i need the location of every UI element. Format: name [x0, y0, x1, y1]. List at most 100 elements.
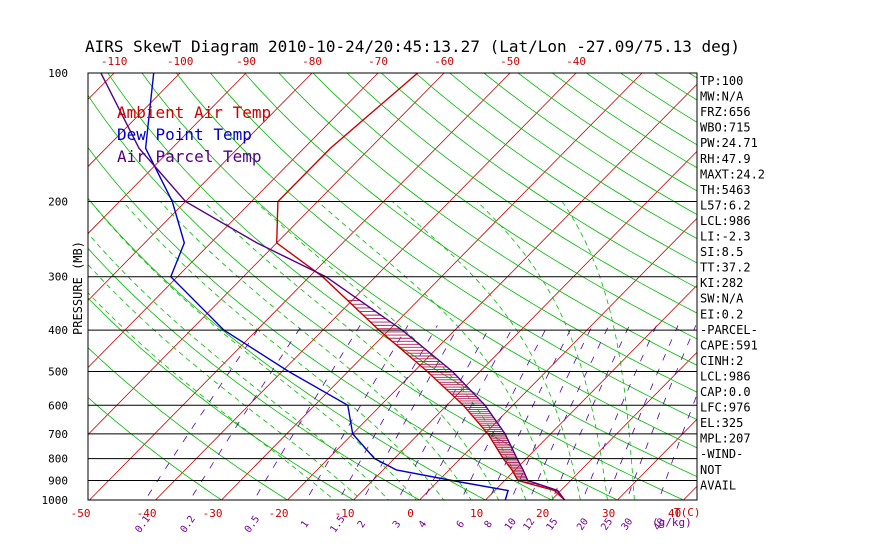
pressure-tick-label: 600: [48, 399, 68, 412]
isotherm-line: [353, 150, 697, 500]
index-label: MAXT:24.2: [700, 167, 765, 181]
series-ambient-air-temp: [275, 73, 566, 500]
index-label: LI:-2.3: [700, 230, 751, 244]
dry-adiabat-line: [312, 73, 697, 340]
moist-adiabat-line: [203, 201, 500, 500]
pressure-tick-label: 900: [48, 474, 68, 487]
dry-adiabat-line: [88, 247, 421, 500]
mixing-ratio-tick-label: 0.2: [179, 514, 198, 535]
top-temp-tick-label: -110: [101, 55, 128, 68]
dry-adiabat-line: [483, 73, 697, 216]
dry-adiabat-line: [175, 73, 697, 449]
bottom-temp-tick-label: 40: [668, 507, 681, 520]
dry-adiabat-line: [278, 73, 697, 366]
moist-adiabat-line: [561, 201, 635, 500]
dry-adiabat-line: [210, 73, 697, 421]
mixing-ratio-line: [189, 325, 303, 500]
pressure-tick-label: 200: [48, 196, 68, 209]
index-label: CINH:2: [700, 354, 743, 368]
bottom-temp-tick-label: 10: [470, 507, 483, 520]
x-axis-mix-label: (g/kg): [652, 516, 692, 529]
index-label: SI:8.5: [700, 245, 743, 259]
isotherm-line: [221, 73, 643, 500]
index-label: PW:24.71: [700, 136, 758, 150]
dry-adiabat-line: [141, 73, 697, 478]
isotherm-line: [88, 73, 313, 302]
isotherm-line: [0, 73, 48, 500]
chart-title: AIRS SkewT Diagram 2010-10-24/20:45:13.2…: [85, 37, 740, 56]
x-axis-temp-label: T(C): [674, 506, 701, 519]
legend-entry: Dew Point Temp: [117, 125, 252, 144]
index-label: LFC:976: [700, 401, 751, 415]
mixing-ratio-tick-label: 1: [299, 519, 311, 530]
moist-adiabat-line: [317, 201, 554, 500]
mixing-ratio-tick-label: 0.5: [243, 514, 262, 535]
moist-adiabat-line: [88, 263, 362, 500]
index-label: CAP:0.0: [700, 385, 751, 399]
top-temp-tick-label: -100: [167, 55, 194, 68]
dry-adiabat-line: [381, 73, 697, 289]
mixing-ratio-line: [606, 325, 679, 500]
isotherm-line: [419, 217, 697, 500]
index-label: EL:325: [700, 416, 743, 430]
isotherm-line: [88, 73, 379, 369]
index-label: KI:282: [700, 276, 743, 290]
bottom-temp-tick-label: -30: [203, 507, 223, 520]
top-temp-tick-label: -60: [434, 55, 454, 68]
pressure-tick-label: 800: [48, 453, 68, 466]
dry-adiabat-line: [654, 73, 697, 101]
index-label: L57:6.2: [700, 198, 751, 212]
mixing-ratio-tick-label: 6: [455, 519, 467, 530]
mixing-ratio-line: [582, 325, 657, 500]
series-dew-point-temp: [144, 73, 509, 500]
bottom-temp-tick-label: -40: [137, 507, 157, 520]
bottom-temp-tick-label: 20: [536, 507, 549, 520]
index-label: CAPE:591: [700, 338, 758, 352]
mixing-ratio-line: [423, 325, 515, 500]
dry-adiabat-line: [449, 73, 697, 240]
top-temp-tick-label: -90: [236, 55, 256, 68]
y-axis-label: PRESSURE (MB): [71, 241, 85, 335]
mixing-ratio-tick-label: 4: [417, 519, 429, 530]
isotherm-line: [750, 73, 870, 500]
plot-frame: [87, 72, 698, 501]
mixing-ratio-tick-label: 2: [356, 519, 368, 530]
mixing-ratio-line: [460, 325, 549, 500]
mixing-ratio-tick-label: 3: [391, 519, 403, 530]
pressure-tick-label: 700: [48, 428, 68, 441]
pressure-tick-label: 1000: [42, 494, 69, 507]
isotherm-line: [551, 351, 697, 500]
moist-adiabat-line: [88, 292, 335, 500]
dry-adiabat-line: [517, 73, 697, 192]
index-label: NOT: [700, 463, 722, 477]
mixing-ratio-line: [658, 393, 697, 500]
dry-adiabat-line: [346, 73, 697, 314]
moist-adiabat-line: [255, 201, 527, 500]
bottom-temp-tick-label: -10: [335, 507, 355, 520]
isotherm-line: [155, 73, 577, 500]
top-temp-tick-label: -80: [302, 55, 322, 68]
moist-adiabat-line: [476, 201, 608, 500]
mixing-ratio-line: [510, 325, 593, 500]
mixing-ratio-line: [144, 325, 262, 500]
dry-adiabat-line: [88, 396, 223, 500]
isotherm-line: [89, 73, 511, 500]
isotherm-line: [485, 284, 697, 500]
mixing-ratio-tick-label: 30: [620, 516, 636, 532]
isotherm-line: [617, 418, 697, 500]
mixing-ratio-line: [551, 325, 630, 500]
legend-entry: Air Parcel Temp: [117, 147, 262, 166]
bottom-temp-tick-label: 30: [602, 507, 615, 520]
index-label: TP:100: [700, 74, 743, 88]
index-label: TH:5463: [700, 183, 751, 197]
index-label: TT:37.2: [700, 261, 751, 275]
index-label: MPL:207: [700, 432, 751, 446]
mixing-ratio-tick-label: 10: [503, 516, 519, 532]
index-label: SW:N/A: [700, 292, 744, 306]
dry-adiabat-line: [244, 73, 697, 393]
isotherm-line: [88, 73, 445, 436]
pressure-tick-label: 400: [48, 324, 68, 337]
top-temp-tick-label: -70: [368, 55, 388, 68]
index-label: MW:N/A: [700, 90, 744, 104]
